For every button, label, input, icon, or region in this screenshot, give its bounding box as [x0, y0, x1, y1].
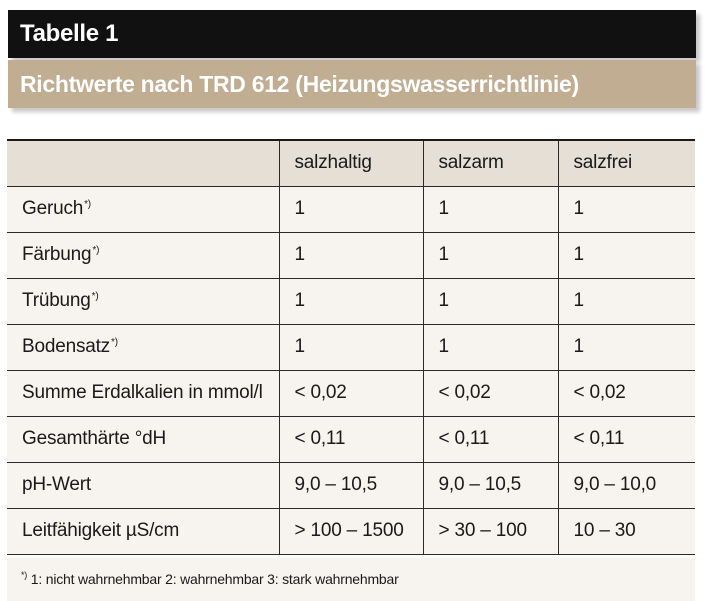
- table-row: Bodensatz*) 1 1 1: [7, 323, 695, 371]
- value-cell: 1: [422, 185, 558, 233]
- table-number: Tabelle 1: [20, 20, 119, 47]
- value-cell: 1: [422, 323, 558, 371]
- row-label-cell: Gesamthärte °dH: [7, 415, 279, 463]
- value-cell: 9,0 – 10,5: [278, 461, 423, 509]
- value-cell: 1: [557, 185, 695, 233]
- footnote-mark: *): [84, 199, 91, 210]
- table-title-banner: Richtwerte nach TRD 612 (Heizungswasserr…: [8, 60, 696, 108]
- row-label: Färbung: [22, 244, 92, 265]
- row-label-cell: Bodensatz*): [7, 323, 279, 371]
- value-cell: 1: [557, 231, 695, 279]
- footnote-mark: *): [111, 337, 118, 348]
- footnote-mark: *): [92, 245, 100, 256]
- guideline-values-table: salzhaltig salzarm salzfrei Geruch*) 1 1…: [7, 139, 695, 555]
- value-cell: 1: [278, 323, 423, 371]
- table-title: Richtwerte nach TRD 612 (Heizungswasserr…: [20, 71, 579, 97]
- row-label: Gesamthärte °dH: [22, 428, 166, 449]
- value-cell: 1: [278, 185, 423, 233]
- header-cell-salzfrei: salzfrei: [557, 139, 695, 187]
- row-label: Trübung: [22, 290, 91, 311]
- table-row: Gesamthärte °dH < 0,11 < 0,11 < 0,11: [7, 415, 695, 463]
- value-cell: < 0,02: [422, 369, 558, 417]
- row-label: Summe Erdalkalien in mmol/l: [22, 382, 263, 403]
- header-cell-salzarm: salzarm: [422, 139, 558, 187]
- footnote-mark: *): [91, 291, 99, 302]
- footnote-text: 1: nicht wahrnehmbar 2: wahrnehmbar 3: s…: [27, 571, 399, 587]
- value-cell: < 0,11: [278, 415, 423, 463]
- row-label: Bodensatz: [22, 336, 110, 357]
- value-cell: 9,0 – 10,0: [557, 461, 695, 509]
- table-row: pH-Wert 9,0 – 10,5 9,0 – 10,5 9,0 – 10,0: [7, 461, 695, 509]
- value-cell: > 30 – 100: [422, 507, 558, 555]
- footnote: *) 1: nicht wahrnehmbar 2: wahrnehmbar 3…: [7, 558, 695, 601]
- table-row: Trübung*) 1 1 1: [7, 277, 695, 325]
- footnote-symbol: *): [21, 570, 28, 580]
- value-cell: 1: [422, 277, 558, 325]
- table-row: Geruch*) 1 1 1: [7, 185, 695, 233]
- value-cell: 1: [422, 231, 558, 279]
- header-cell-salzhaltig: salzhaltig: [278, 139, 423, 187]
- row-label-cell: pH-Wert: [7, 461, 279, 509]
- row-label: Geruch: [22, 198, 84, 219]
- table-row: Leitfähigkeit µS/cm > 100 – 1500 > 30 – …: [7, 507, 695, 555]
- row-label-cell: Trübung*): [7, 277, 279, 325]
- header-cell-empty: [7, 139, 279, 187]
- row-label: pH-Wert: [22, 474, 91, 495]
- value-cell: > 100 – 1500: [278, 507, 423, 555]
- value-cell: 1: [278, 277, 423, 325]
- row-label-cell: Leitfähigkeit µS/cm: [7, 507, 279, 555]
- value-cell: 9,0 – 10,5: [422, 461, 558, 509]
- table-number-banner: Tabelle 1: [8, 10, 696, 58]
- value-cell: < 0,02: [557, 369, 695, 417]
- value-cell: < 0,11: [557, 415, 695, 463]
- table-row: Summe Erdalkalien in mmol/l < 0,02 < 0,0…: [7, 369, 695, 417]
- table-row: Färbung*) 1 1 1: [7, 231, 695, 279]
- value-cell: 1: [557, 323, 695, 371]
- value-cell: < 0,02: [278, 369, 423, 417]
- value-cell: 1: [557, 277, 695, 325]
- value-cell: 1: [278, 231, 423, 279]
- value-cell: 10 – 30: [557, 507, 695, 555]
- row-label-cell: Geruch*): [7, 185, 279, 233]
- row-label: Leitfähigkeit µS/cm: [22, 520, 180, 541]
- value-cell: < 0,11: [422, 415, 558, 463]
- table-header-row: salzhaltig salzarm salzfrei: [7, 139, 695, 187]
- row-label-cell: Summe Erdalkalien in mmol/l: [7, 369, 279, 417]
- row-label-cell: Färbung*): [7, 231, 279, 279]
